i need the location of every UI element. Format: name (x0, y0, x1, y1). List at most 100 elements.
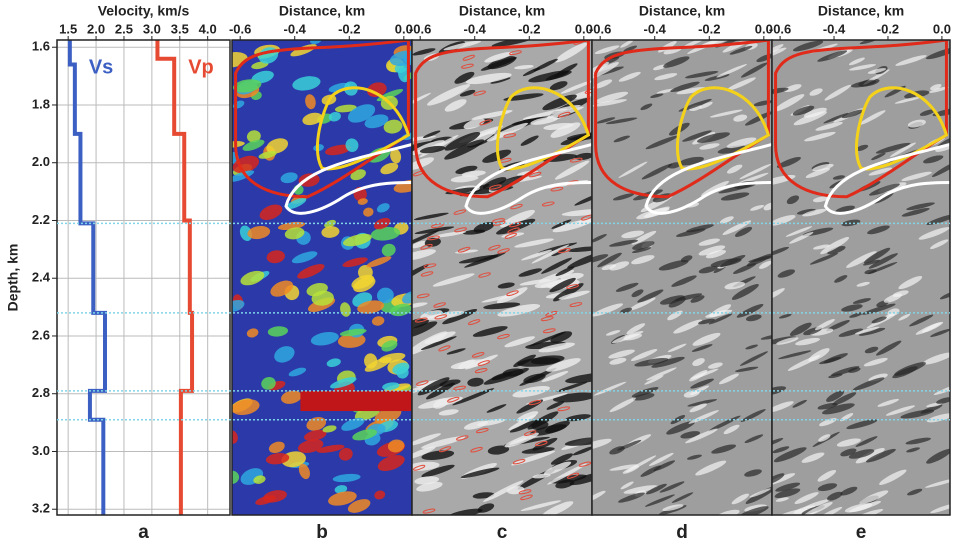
image-streak (412, 446, 436, 460)
image-wavelet (646, 483, 667, 495)
image-wavelet (645, 135, 679, 150)
image-blob (383, 119, 403, 134)
image-streak (550, 474, 587, 484)
image-wavelet (618, 492, 645, 503)
image-streak (433, 398, 449, 409)
image-wavelet (615, 282, 639, 292)
image-wavelet (858, 327, 886, 336)
image-wavelet (632, 393, 655, 401)
image-wavelet (626, 323, 646, 335)
image-streak (482, 177, 507, 190)
axis-title: Velocity, km/s (98, 3, 190, 19)
image-wavelet (925, 477, 950, 488)
image-wavelet (832, 392, 857, 406)
image-streak (538, 342, 575, 353)
image-blob (316, 444, 345, 453)
image-wavelet (705, 249, 726, 259)
image-wavelet (808, 348, 830, 362)
image-wavelet (925, 46, 950, 60)
image-pick (438, 446, 452, 453)
image-pick (540, 316, 554, 322)
image-wavelet (819, 418, 837, 427)
image-streak (501, 232, 525, 238)
image-wavelet (697, 132, 730, 143)
image-wavelet (682, 130, 712, 142)
image-pick (416, 293, 430, 299)
image-wavelet (930, 83, 942, 91)
x-tick-label: -0.6 (769, 21, 791, 36)
image-wavelet (733, 114, 748, 122)
image-streak (555, 479, 575, 489)
image-wavelet (611, 331, 644, 344)
image-streak (416, 481, 443, 492)
outline-white (284, 143, 412, 215)
image-wavelet (939, 290, 950, 300)
x-tick-label: 0.0 (755, 21, 773, 36)
image-wavelet (901, 171, 932, 181)
image-wavelet (923, 155, 944, 164)
image-wavelet (716, 64, 748, 78)
image-wavelet (855, 448, 885, 464)
image-wavelet (936, 397, 950, 404)
x-tick-label: 2.0 (87, 21, 105, 36)
image-pick (497, 248, 510, 254)
image-pick (461, 63, 474, 69)
image-wavelet (618, 161, 648, 178)
image-wavelet (817, 50, 848, 62)
image-wavelet (849, 501, 882, 513)
image-wavelet (618, 71, 641, 82)
image-pick (534, 440, 548, 447)
image-streak (558, 290, 590, 300)
image-wavelet (827, 491, 843, 501)
image-streak (533, 58, 558, 72)
image-wavelet (855, 144, 869, 152)
image-wavelet (792, 105, 815, 116)
image-blob (298, 463, 310, 480)
image-wavelet (871, 152, 886, 161)
image-blob (261, 377, 276, 390)
image-blob (321, 226, 340, 238)
image-wavelet (863, 259, 880, 266)
image-pick (518, 489, 532, 495)
image-pick (569, 157, 583, 163)
image-wavelet (856, 281, 870, 287)
image-streak (467, 377, 484, 387)
image-wavelet (868, 167, 893, 176)
image-wavelet (859, 490, 889, 505)
image-blob (342, 257, 368, 268)
outline-red (774, 40, 948, 199)
image-wavelet (609, 239, 639, 247)
image-streak (516, 399, 544, 414)
axis-title: Distance, km (279, 3, 365, 19)
image-streak (511, 450, 556, 466)
image-wavelet (854, 326, 880, 335)
outline-white (644, 143, 772, 215)
image-wavelet (620, 40, 634, 48)
image-wavelet (795, 337, 821, 346)
image-streak (458, 254, 499, 264)
image-blob (326, 358, 341, 367)
image-wavelet (685, 71, 719, 79)
image-streak (412, 302, 428, 309)
image-wavelet (835, 205, 855, 214)
image-wavelet (868, 373, 888, 382)
image-wavelet (772, 401, 794, 413)
image-streak (483, 480, 524, 503)
image-streak (473, 221, 495, 233)
image-wavelet (859, 40, 880, 45)
image-wavelet (883, 293, 903, 303)
image-wavelet (822, 403, 855, 415)
image-blob (267, 326, 289, 337)
image-wavelet (905, 437, 931, 445)
panel-label: e (856, 522, 867, 543)
image-wavelet (597, 252, 622, 268)
image-wavelet (667, 162, 681, 169)
image-wavelet (931, 159, 950, 178)
image-pick (478, 272, 491, 278)
image-blob (310, 331, 339, 346)
image-wavelet (817, 469, 837, 482)
image-blob (371, 316, 385, 326)
image-streak (517, 357, 561, 367)
image-blob (334, 485, 348, 494)
